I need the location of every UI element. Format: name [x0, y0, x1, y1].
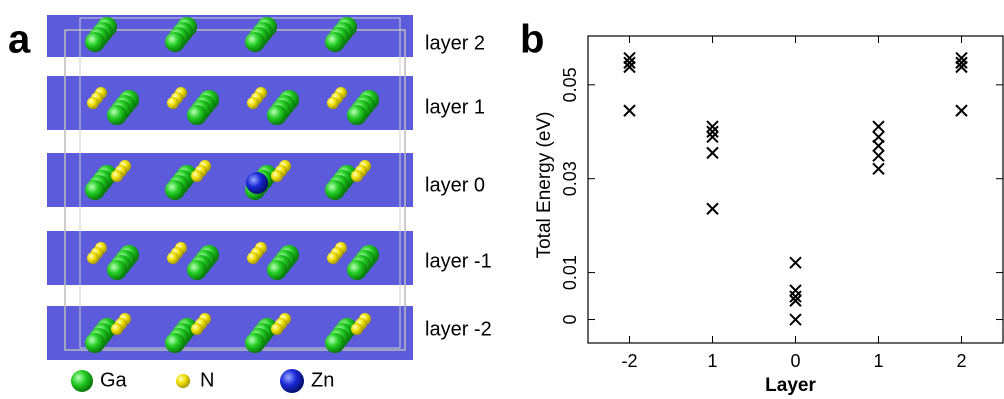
marker: [956, 105, 967, 116]
atom: [327, 97, 339, 109]
atom: [111, 170, 123, 182]
atom: [87, 252, 99, 264]
layer-label: layer 1: [425, 96, 485, 118]
chart: 0 0.01 0.03 0.05 -2 1 0 1 2 Layer Total Energy (eV…: [534, 36, 1003, 396]
y-tick-label: 0.01: [560, 255, 580, 290]
x-tick-label: 0: [790, 351, 800, 371]
marker: [790, 257, 801, 268]
atom: [351, 170, 363, 182]
marker: [790, 314, 801, 325]
layer-label: layer -1: [425, 250, 492, 272]
y-tick-label: 0.05: [560, 67, 580, 102]
atom: [85, 32, 105, 52]
marker: [707, 203, 718, 214]
legend-marker: [71, 370, 93, 392]
atom: [191, 170, 203, 182]
atom: [111, 323, 123, 335]
atom: [85, 333, 105, 353]
x-tick-label: 1: [707, 351, 717, 371]
atom: [347, 105, 367, 125]
atom: [167, 97, 179, 109]
marker: [873, 121, 884, 132]
atom: [271, 323, 283, 335]
y-tick-label: 0: [560, 315, 580, 325]
atom: [245, 333, 265, 353]
atom: [325, 32, 345, 52]
atom: [247, 252, 259, 264]
atom: [267, 260, 287, 280]
layer-label: layer 0: [425, 174, 485, 196]
atom: [187, 260, 207, 280]
marker: [873, 140, 884, 151]
atom: [85, 180, 105, 200]
legend-label: Ga: [100, 369, 128, 391]
figure: layer 2 layer 1 layer 0 layer -1 layer -2 Ga N…: [0, 0, 1004, 399]
atom: [87, 97, 99, 109]
marker: [707, 147, 718, 158]
marker: [624, 105, 635, 116]
panel-label: b: [520, 18, 544, 62]
layer-label: layer 2: [425, 32, 485, 54]
atom: [187, 105, 207, 125]
legend-marker: [280, 369, 304, 393]
atom: [107, 105, 127, 125]
atom: [191, 323, 203, 335]
atom: [167, 252, 179, 264]
y-tick-label: 0.03: [560, 161, 580, 196]
atom: [245, 32, 265, 52]
x-tick-label: 2: [956, 351, 966, 371]
atom: [165, 333, 185, 353]
atom: [351, 323, 363, 335]
legend-marker: [176, 374, 190, 388]
atom: [247, 97, 259, 109]
marker: [790, 285, 801, 296]
atom: [165, 32, 185, 52]
marker: [873, 163, 884, 174]
y-axis-title: Total Energy (eV): [534, 112, 555, 259]
atom: [347, 260, 367, 280]
panel-label: a: [8, 18, 31, 62]
legend-label: Zn: [311, 369, 334, 391]
marker: [873, 150, 884, 161]
x-tick-label: 1: [873, 351, 883, 371]
atom: [325, 333, 345, 353]
layer-label: layer -2: [425, 318, 492, 340]
atom: [327, 252, 339, 264]
x-tick-label: -2: [621, 351, 637, 371]
legend-label: N: [200, 369, 214, 391]
atom: [165, 180, 185, 200]
atom: [271, 170, 283, 182]
atom: [325, 180, 345, 200]
structure-panel: layer 2 layer 1 layer 0 layer -1 layer -2 Ga N…: [47, 15, 492, 393]
atom: [267, 105, 287, 125]
x-axis-title: Layer: [765, 375, 816, 396]
atom: [246, 172, 268, 194]
atom: [107, 260, 127, 280]
